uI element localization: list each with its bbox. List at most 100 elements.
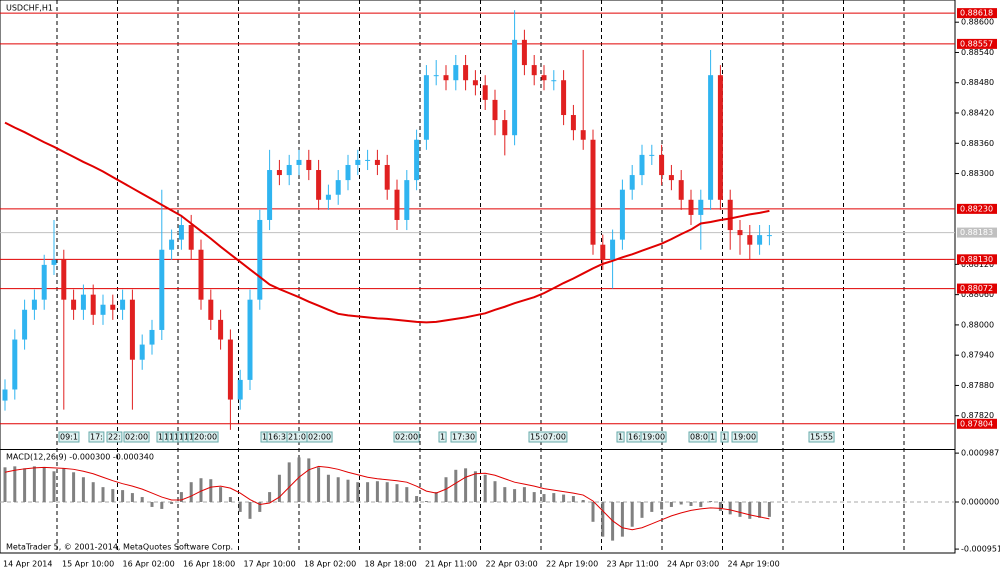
x-tick-label: 23 Apr 11:00 bbox=[607, 560, 659, 569]
candle-body bbox=[668, 175, 674, 181]
candle-body bbox=[80, 294, 86, 310]
macd-bar bbox=[424, 501, 428, 502]
candle-body bbox=[247, 299, 253, 380]
event-label: 19:00 bbox=[642, 433, 665, 442]
macd-label: MACD(12,26,9) -0.000300 -0.000340 bbox=[6, 453, 154, 462]
level-label: 0.88183 bbox=[960, 228, 993, 237]
candle-body bbox=[463, 65, 469, 81]
candle-body bbox=[551, 80, 557, 82]
macd-bar bbox=[385, 482, 389, 502]
macd-bar bbox=[650, 501, 654, 512]
candle-body bbox=[766, 235, 772, 237]
y-tick-label: 0.88600 bbox=[961, 18, 994, 27]
y-tick-label: 0.88120 bbox=[961, 260, 994, 269]
macd-bar bbox=[209, 479, 213, 502]
candle-body bbox=[698, 199, 704, 215]
event-box bbox=[306, 431, 333, 443]
candle-body bbox=[433, 75, 439, 77]
event-box bbox=[393, 431, 420, 443]
macd-bar bbox=[277, 474, 281, 502]
event-label: 02:00 bbox=[308, 433, 331, 442]
candle-body bbox=[257, 219, 263, 300]
macd-bar bbox=[405, 487, 409, 502]
level-box bbox=[957, 8, 997, 19]
macd-bar bbox=[503, 487, 507, 502]
candle-body bbox=[227, 339, 233, 400]
candle-body bbox=[198, 249, 204, 300]
candle-body bbox=[394, 189, 400, 220]
event-box bbox=[616, 431, 625, 443]
plot-frame bbox=[0, 0, 956, 554]
event-label: 1 bbox=[158, 433, 163, 442]
event-label: 1 bbox=[262, 433, 267, 442]
event-label: 02:00 bbox=[125, 433, 148, 442]
candle-body bbox=[610, 239, 616, 260]
macd-bar bbox=[91, 482, 95, 502]
y-tick-label: 0.88000 bbox=[961, 320, 994, 329]
candle-body bbox=[531, 65, 537, 76]
macd-bar bbox=[738, 501, 742, 517]
macd-bar bbox=[13, 466, 17, 502]
macd-bar bbox=[552, 493, 556, 502]
macd-bar bbox=[660, 501, 664, 510]
x-tick-label: 15 Apr 10:00 bbox=[62, 560, 114, 569]
macd-bar bbox=[375, 481, 379, 502]
event-box bbox=[528, 431, 568, 443]
macd-bar bbox=[32, 466, 36, 502]
macd-bar bbox=[160, 501, 164, 509]
event-box bbox=[58, 431, 80, 443]
macd-bar bbox=[532, 492, 536, 502]
candle-body bbox=[688, 199, 694, 215]
level-box bbox=[957, 227, 997, 238]
y-tick-label: 0.88540 bbox=[961, 48, 994, 57]
x-tick-label: 16 Apr 02:00 bbox=[123, 560, 175, 569]
candle-body bbox=[188, 225, 194, 250]
level-label: 0.88618 bbox=[960, 9, 993, 18]
level-label: 0.88230 bbox=[960, 204, 993, 213]
event-label: 1 bbox=[618, 433, 623, 442]
macd-bar bbox=[415, 496, 419, 502]
macd-bar bbox=[620, 501, 624, 537]
macd-signal bbox=[4, 465, 770, 531]
macd-bar bbox=[3, 467, 7, 502]
event-box bbox=[720, 431, 729, 443]
candle-body bbox=[316, 170, 322, 200]
candle-body bbox=[570, 115, 576, 131]
event-label: 15:07:00 bbox=[530, 433, 566, 442]
x-tick-label: 22 Apr 03:00 bbox=[486, 560, 538, 569]
event-label: 22: bbox=[108, 433, 121, 442]
macd-bar bbox=[591, 501, 595, 522]
candle-body bbox=[472, 80, 478, 86]
macd-bar bbox=[150, 501, 154, 507]
candle-body bbox=[502, 120, 508, 136]
candle-body bbox=[51, 259, 57, 265]
candle-body bbox=[90, 294, 96, 315]
candle-body bbox=[649, 154, 655, 156]
macd-bar bbox=[248, 501, 252, 519]
candle-body bbox=[708, 75, 714, 200]
macd-bar bbox=[62, 468, 66, 502]
candle-body bbox=[492, 99, 498, 121]
candle-body bbox=[482, 85, 488, 100]
candle-body bbox=[717, 75, 723, 200]
event-label: 1 bbox=[710, 433, 715, 442]
event-label: 1 bbox=[169, 433, 174, 442]
macd-bar bbox=[513, 489, 517, 502]
y-tick-label: 0.88360 bbox=[961, 139, 994, 148]
event-box bbox=[88, 431, 105, 443]
event-label: 1 bbox=[189, 433, 194, 442]
y-tick-label: 0.88480 bbox=[961, 78, 994, 87]
macd-bar bbox=[483, 474, 487, 502]
candle-body bbox=[139, 344, 145, 360]
y-tick-label: 0.87820 bbox=[961, 411, 994, 420]
macd-bar bbox=[758, 501, 762, 518]
macd-bar bbox=[699, 501, 703, 507]
candle-body bbox=[737, 230, 743, 236]
x-tick-label: 18 Apr 02:00 bbox=[304, 560, 356, 569]
candle-body bbox=[541, 75, 547, 81]
event-label: 17: bbox=[90, 433, 103, 442]
macd-bar bbox=[326, 474, 330, 502]
macd-bar bbox=[287, 462, 291, 502]
level-box bbox=[957, 418, 997, 429]
x-tick-label: 24 Apr 03:00 bbox=[667, 560, 719, 569]
